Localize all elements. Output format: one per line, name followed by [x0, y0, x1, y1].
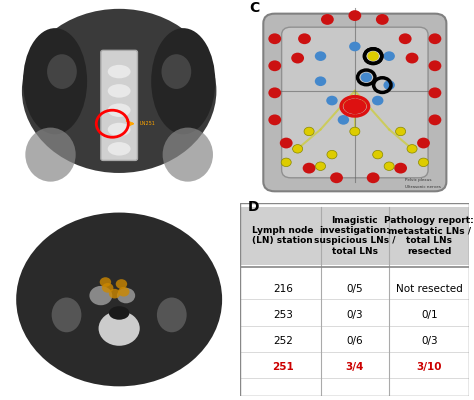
Ellipse shape: [99, 311, 140, 346]
FancyBboxPatch shape: [101, 50, 137, 160]
Circle shape: [348, 10, 361, 21]
Circle shape: [303, 163, 316, 174]
Circle shape: [116, 279, 127, 289]
Circle shape: [117, 288, 135, 303]
Circle shape: [109, 289, 120, 298]
Circle shape: [327, 150, 337, 159]
Circle shape: [100, 277, 111, 287]
Ellipse shape: [108, 123, 131, 136]
Circle shape: [383, 80, 395, 90]
Circle shape: [268, 60, 281, 71]
Text: 0/3: 0/3: [346, 310, 363, 320]
Circle shape: [330, 172, 343, 183]
Circle shape: [428, 60, 441, 71]
Circle shape: [118, 287, 129, 296]
Ellipse shape: [108, 65, 131, 78]
Ellipse shape: [162, 54, 191, 89]
Ellipse shape: [157, 298, 187, 332]
Text: B: B: [14, 204, 25, 218]
Circle shape: [316, 162, 326, 170]
Text: Ultrasonic nerves: Ultrasonic nerves: [405, 185, 441, 189]
Circle shape: [367, 51, 379, 61]
Circle shape: [315, 76, 326, 86]
Circle shape: [326, 96, 337, 105]
Text: 216: 216: [273, 284, 293, 294]
Ellipse shape: [108, 142, 131, 156]
Circle shape: [396, 127, 406, 136]
Circle shape: [102, 283, 113, 293]
Text: Pathology report:
metastatic LNs /
total LNs
resected: Pathology report: metastatic LNs / total…: [384, 216, 474, 256]
Circle shape: [280, 138, 292, 148]
Ellipse shape: [22, 9, 217, 173]
Text: Pelvic plexus: Pelvic plexus: [405, 178, 432, 182]
Text: 251: 251: [272, 362, 293, 372]
Circle shape: [304, 127, 314, 136]
Ellipse shape: [52, 298, 82, 332]
Circle shape: [268, 88, 281, 98]
FancyBboxPatch shape: [264, 14, 447, 191]
Circle shape: [367, 172, 380, 183]
Circle shape: [394, 163, 407, 174]
Text: Not resected: Not resected: [396, 284, 463, 294]
Circle shape: [298, 33, 311, 44]
Text: 3/10: 3/10: [417, 362, 442, 372]
Ellipse shape: [23, 28, 87, 134]
Bar: [240, 207, 469, 265]
Circle shape: [399, 33, 411, 44]
Circle shape: [350, 127, 360, 136]
Circle shape: [406, 53, 419, 64]
Circle shape: [268, 114, 281, 125]
Circle shape: [315, 51, 326, 61]
Ellipse shape: [343, 99, 366, 114]
Circle shape: [90, 286, 112, 305]
Circle shape: [372, 96, 383, 105]
Circle shape: [373, 150, 383, 159]
Ellipse shape: [108, 104, 131, 117]
Ellipse shape: [151, 28, 215, 134]
Circle shape: [384, 162, 394, 170]
Ellipse shape: [109, 306, 129, 320]
Circle shape: [428, 33, 441, 44]
Text: A: A: [14, 4, 25, 18]
Circle shape: [376, 14, 389, 25]
Text: Imagistic
investigation:
suspicious LNs /
total LNs: Imagistic investigation: suspicious LNs …: [314, 216, 396, 256]
Circle shape: [268, 33, 281, 44]
Circle shape: [16, 212, 222, 386]
Text: 0/5: 0/5: [346, 284, 363, 294]
Circle shape: [281, 158, 291, 166]
Text: D: D: [247, 200, 259, 214]
Circle shape: [383, 51, 395, 61]
Circle shape: [407, 144, 417, 153]
FancyBboxPatch shape: [282, 27, 428, 178]
Text: Lymph node
(LN) station: Lymph node (LN) station: [252, 226, 313, 246]
Text: LN251: LN251: [140, 121, 155, 126]
Circle shape: [428, 88, 441, 98]
Circle shape: [337, 115, 349, 125]
Circle shape: [292, 144, 303, 153]
Text: 253: 253: [273, 310, 293, 320]
Circle shape: [361, 72, 372, 82]
Ellipse shape: [25, 128, 76, 182]
Circle shape: [321, 14, 334, 25]
Ellipse shape: [108, 84, 131, 98]
Ellipse shape: [47, 54, 77, 89]
Text: C: C: [250, 1, 260, 15]
Text: 0/1: 0/1: [421, 310, 438, 320]
Circle shape: [291, 53, 304, 64]
Circle shape: [428, 114, 441, 125]
Ellipse shape: [163, 128, 213, 182]
Text: 3/4: 3/4: [346, 362, 364, 372]
Circle shape: [419, 158, 428, 166]
Circle shape: [349, 42, 361, 51]
Text: 0/6: 0/6: [346, 336, 363, 346]
Text: 252: 252: [273, 336, 293, 346]
Text: 0/3: 0/3: [421, 336, 438, 346]
Circle shape: [417, 138, 430, 148]
